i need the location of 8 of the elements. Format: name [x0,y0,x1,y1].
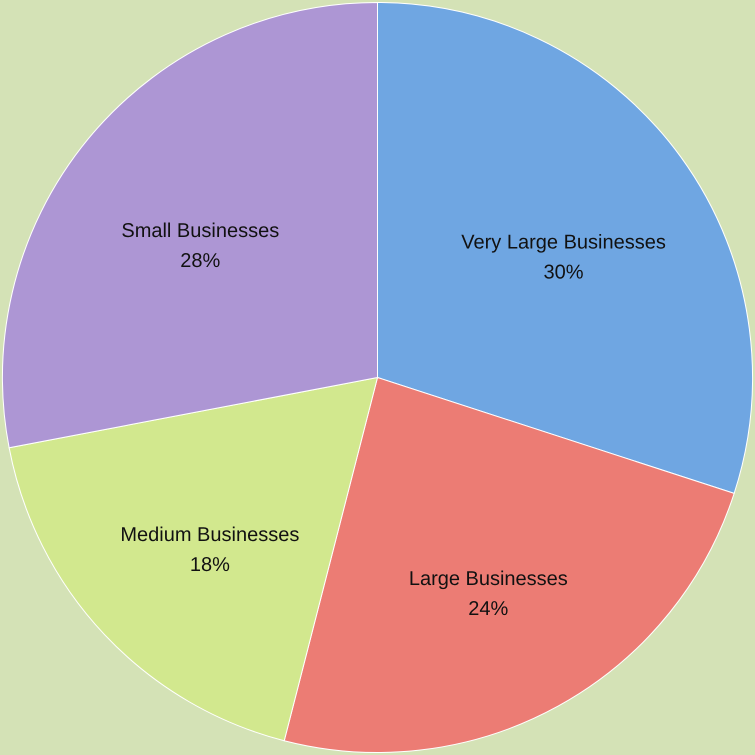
data-label: 30% [544,261,584,284]
data-label: 18% [190,554,230,576]
data-label: 24% [468,598,509,620]
slice-label: Medium Businesses [120,524,300,546]
data-label: 28% [180,250,221,272]
slice-label: Small Businesses [121,220,280,242]
slice-label: Large Businesses [408,568,568,590]
slice-label: Very Large Businesses [461,231,666,254]
